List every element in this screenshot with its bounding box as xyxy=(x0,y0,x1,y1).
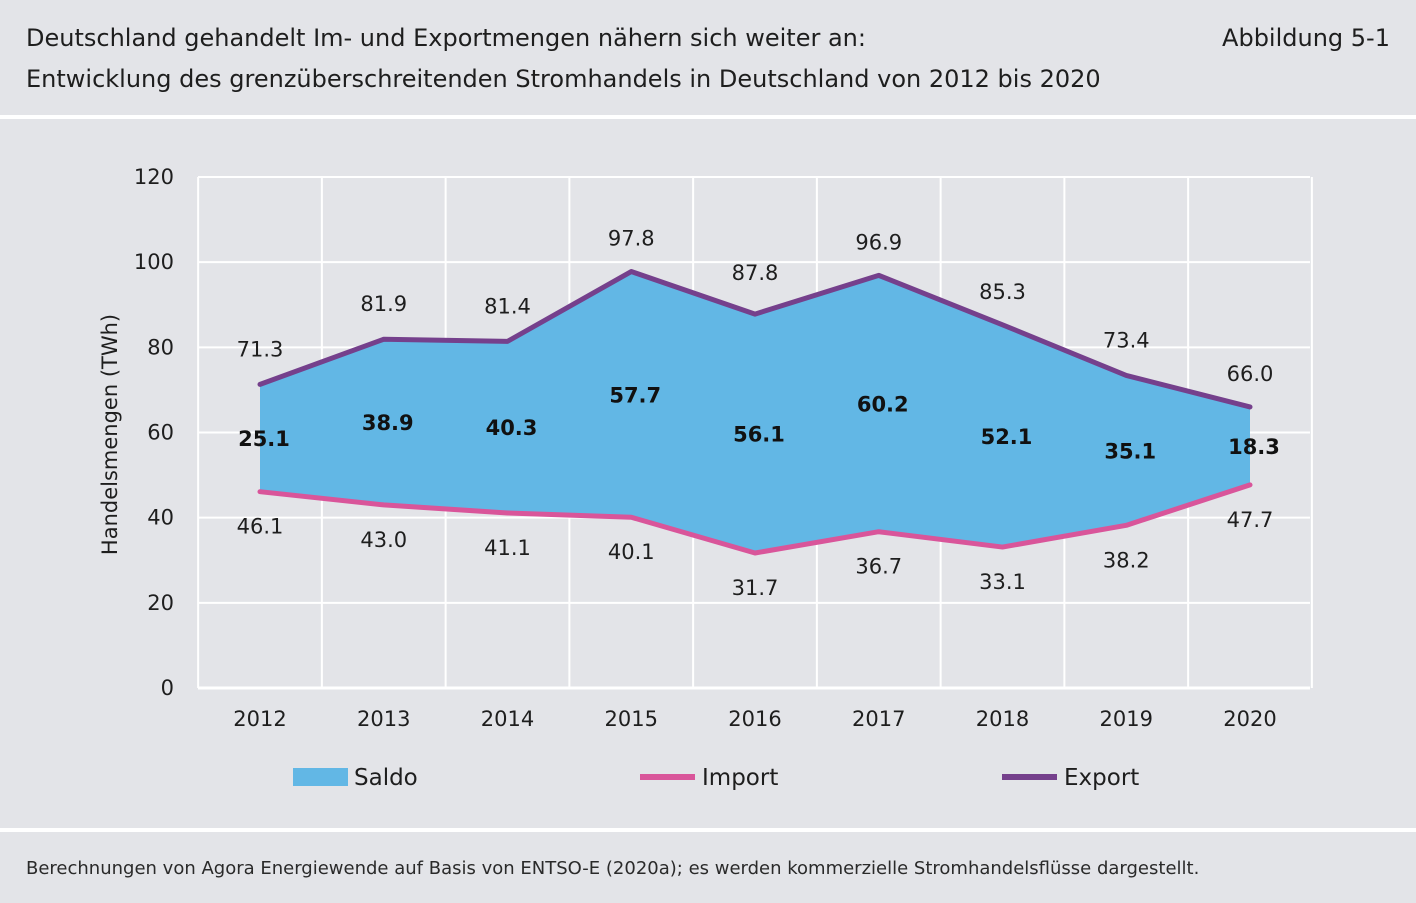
x-tick-label: 2014 xyxy=(481,707,534,731)
import-value-label: 47.7 xyxy=(1227,508,1274,532)
import-value-label: 36.7 xyxy=(855,555,902,579)
y-tick-label: 60 xyxy=(147,421,174,445)
import-value-label: 38.2 xyxy=(1103,548,1150,572)
header-divider xyxy=(0,115,1416,119)
saldo-value-label: 38.9 xyxy=(362,411,414,435)
export-value-label: 96.9 xyxy=(855,230,902,254)
header: Deutschland gehandelt Im- und Exportmeng… xyxy=(0,0,1416,115)
saldo-value-label: 40.3 xyxy=(486,416,538,440)
chart-title: Deutschland gehandelt Im- und Exportmeng… xyxy=(26,24,866,52)
export-value-label: 66.0 xyxy=(1227,362,1274,386)
y-tick-label: 80 xyxy=(147,335,174,359)
saldo-value-label: 56.1 xyxy=(733,423,785,447)
y-tick-label: 100 xyxy=(134,250,174,274)
export-value-label: 87.8 xyxy=(732,261,779,285)
y-axis-title: Handelsmengen (TWh) xyxy=(98,314,122,555)
y-tick-label: 20 xyxy=(147,591,174,615)
saldo-value-label: 35.1 xyxy=(1104,439,1156,463)
footer-divider xyxy=(0,828,1416,832)
legend-label-import: Import xyxy=(702,765,778,791)
legend-label-export: Export xyxy=(1064,765,1139,791)
export-line xyxy=(257,269,1253,410)
figure-label: Abbildung 5-1 xyxy=(1222,24,1390,52)
saldo-value-label: 57.7 xyxy=(609,383,661,407)
x-tick-label: 2012 xyxy=(233,707,286,731)
x-tick-label: 2019 xyxy=(1100,707,1153,731)
legend-label-saldo: Saldo xyxy=(354,765,418,791)
export-value-label: 81.9 xyxy=(360,292,407,316)
import-value-label: 33.1 xyxy=(979,570,1026,594)
import-value-label: 41.1 xyxy=(484,536,531,560)
x-tick-label: 2018 xyxy=(976,707,1029,731)
import-value-label: 40.1 xyxy=(608,540,655,564)
source-note: Berechnungen von Agora Energiewende auf … xyxy=(26,858,1200,879)
export-value-label: 85.3 xyxy=(979,280,1026,304)
import-value-label: 43.0 xyxy=(360,528,407,552)
import-line xyxy=(257,482,1253,556)
legend-swatch-saldo xyxy=(293,768,348,786)
import-value-label: 31.7 xyxy=(732,576,779,600)
y-tick-label: 120 xyxy=(134,165,174,189)
export-value-label: 81.4 xyxy=(484,294,531,318)
saldo-value-label: 60.2 xyxy=(857,393,909,417)
x-tick-label: 2015 xyxy=(605,707,658,731)
x-tick-label: 2017 xyxy=(852,707,905,731)
export-value-label: 71.3 xyxy=(237,337,284,361)
chart: 0 20 40 60 80 100 120 71.3 81.9 81.4 97.8 87.8 96.9 8… xyxy=(98,165,1313,791)
saldo-value-label: 18.3 xyxy=(1228,435,1280,459)
saldo-value-label: 52.1 xyxy=(981,425,1033,449)
saldo-value-label: 25.1 xyxy=(238,427,290,451)
export-value-label: 73.4 xyxy=(1103,328,1150,352)
x-tick-label: 2020 xyxy=(1223,707,1276,731)
chart-subtitle: Entwicklung des grenzüberschreitenden St… xyxy=(26,65,1101,93)
export-value-label: 97.8 xyxy=(608,227,655,251)
x-tick-label: 2016 xyxy=(728,707,781,731)
x-tick-label: 2013 xyxy=(357,707,410,731)
y-tick-label: 40 xyxy=(147,506,174,530)
import-value-label: 46.1 xyxy=(237,515,284,539)
y-tick-label: 0 xyxy=(161,676,174,700)
